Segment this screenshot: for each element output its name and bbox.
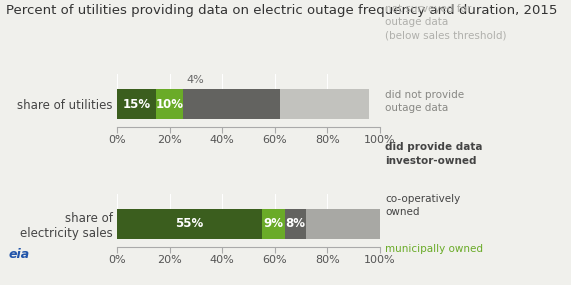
Text: did not provide
outage data: did not provide outage data [385, 90, 465, 113]
Text: not surveyed for
outage data
(below sales threshold): not surveyed for outage data (below sale… [385, 4, 507, 41]
Text: Percent of utilities providing data on electric outage frequency and duration, 2: Percent of utilities providing data on e… [6, 4, 557, 17]
Text: 55%: 55% [175, 217, 203, 230]
Text: 8%: 8% [286, 217, 305, 230]
Bar [117, 209, 262, 239]
Bar [156, 89, 183, 119]
Text: 9%: 9% [263, 217, 283, 230]
Bar [262, 209, 285, 239]
Text: municipally owned: municipally owned [385, 244, 484, 254]
Text: 10%: 10% [155, 97, 184, 111]
Bar [117, 89, 156, 119]
Text: did provide data
investor-owned: did provide data investor-owned [385, 142, 483, 166]
Text: 4%: 4% [187, 75, 204, 85]
Text: co-operatively
owned: co-operatively owned [385, 194, 461, 217]
Text: 15%: 15% [123, 97, 151, 111]
Text: eia: eia [9, 248, 30, 261]
Bar [280, 89, 369, 119]
Bar [183, 89, 280, 119]
Bar [306, 209, 380, 239]
Bar [285, 209, 306, 239]
